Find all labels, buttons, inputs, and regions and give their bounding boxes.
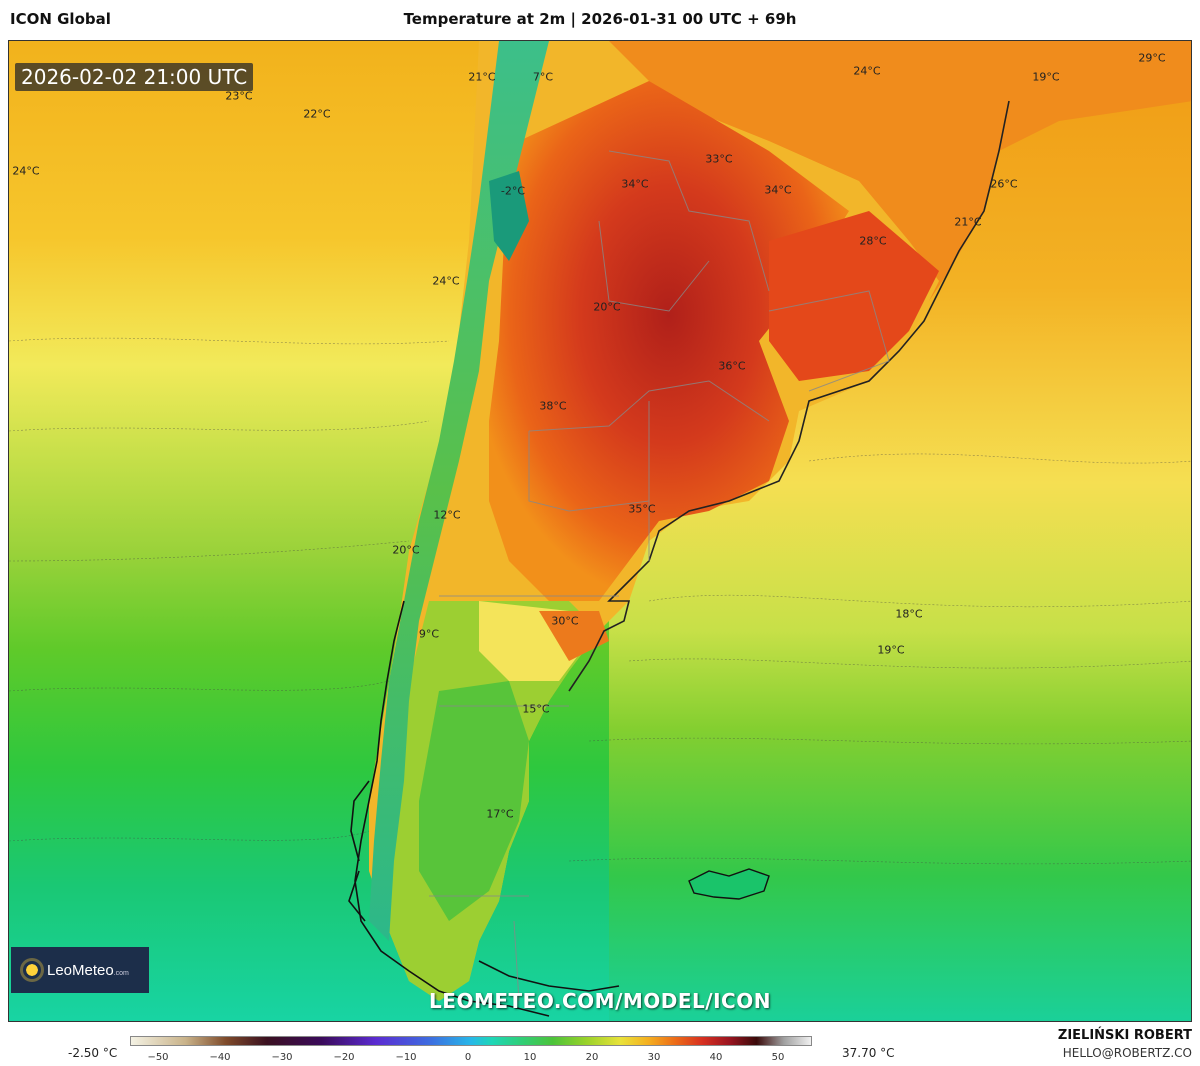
temp-label: 22°C [303, 107, 331, 121]
temp-label: 30°C [551, 614, 579, 628]
author-name: ZIELIŃSKI ROBERT [1057, 1028, 1192, 1043]
temp-label: 21°C [954, 215, 982, 229]
temp-label: 36°C [718, 359, 746, 373]
temp-label: 7°C [532, 70, 554, 84]
temp-label: 19°C [1032, 70, 1060, 84]
valid-time-badge: 2026-02-02 21:00 UTC [15, 63, 254, 91]
temp-label: 35°C [628, 502, 656, 516]
legend-tick: −50 [147, 1052, 169, 1063]
legend-min-value: -2.50 °C [68, 1046, 118, 1060]
legend-tick: −20 [333, 1052, 355, 1063]
temp-label: 26°C [990, 177, 1018, 191]
isotherm-lines [9, 337, 1191, 865]
chart-title: Temperature at 2m | 2026-01-31 00 UTC + … [403, 10, 797, 28]
temperature-map[interactable]: 2026-02-02 21:00 UTC 21°C 7°C 23°C 22°C … [8, 40, 1192, 1022]
temp-label: 34°C [621, 177, 649, 191]
temp-label: 19°C [877, 643, 905, 657]
temp-label: 9°C [418, 627, 440, 641]
legend-tick: −30 [271, 1052, 293, 1063]
temp-label: 29°C [1138, 51, 1166, 65]
province-borders [429, 150, 890, 1002]
temp-label: 17°C [486, 807, 514, 821]
atlantic-coastline [568, 100, 1010, 692]
andes-cold-peak [489, 171, 529, 261]
temp-label: 21°C [468, 70, 496, 84]
temp-label: 38°C [539, 399, 567, 413]
temp-label: 33°C [705, 152, 733, 166]
map-canvas [9, 41, 1191, 1021]
legend-max-value: 37.70 °C [842, 1046, 895, 1060]
temp-label: 28°C [859, 234, 887, 248]
legend-tick: 50 [771, 1052, 785, 1063]
temp-label: 34°C [764, 183, 792, 197]
color-scale-bar [130, 1036, 812, 1046]
hot-region-argentina [489, 81, 849, 601]
temp-label: 24°C [432, 274, 460, 288]
legend-tick: 20 [585, 1052, 599, 1063]
temp-label: 12°C [433, 508, 461, 522]
temp-label: 24°C [853, 64, 881, 78]
legend-tick: −40 [209, 1052, 231, 1063]
temp-label: 24°C [12, 164, 40, 178]
patagonia-warm [539, 611, 609, 661]
temp-label: -2°C [500, 184, 526, 198]
temp-label: 23°C [225, 89, 253, 103]
temp-label: 15°C [522, 702, 550, 716]
footer: -2.50 °C −50 −40 −30 −20 −10 0 10 20 30 … [0, 1028, 1200, 1066]
author-email[interactable]: HELLO@ROBERTZ.CO [1062, 1046, 1192, 1060]
app-title: ICON Global [10, 10, 111, 28]
legend-tick: 40 [709, 1052, 723, 1063]
header: ICON Global Temperature at 2m | 2026-01-… [0, 0, 1200, 38]
chile-archipelago [348, 600, 620, 1017]
hot-region-uruguay [769, 211, 939, 381]
patagonia-south [419, 681, 529, 921]
url-watermark: LEOMETEO.COM/MODEL/ICON [429, 989, 771, 1013]
andes-mountains [369, 41, 549, 941]
sun-icon [23, 961, 41, 979]
temp-label: 20°C [392, 543, 420, 557]
falkland-islands [688, 868, 770, 900]
logo-text: LeoMeteo [47, 961, 114, 979]
legend-tick: −10 [395, 1052, 417, 1063]
brazil-landmass [609, 41, 1191, 401]
leometeo-logo[interactable]: LeoMeteo.com [11, 947, 149, 993]
legend-tick: 30 [647, 1052, 661, 1063]
logo-suffix: .com [113, 969, 129, 977]
legend-tick: 0 [464, 1052, 472, 1063]
temp-label: 18°C [895, 607, 923, 621]
temp-label: 20°C [593, 300, 621, 314]
legend-tick: 10 [523, 1052, 537, 1063]
